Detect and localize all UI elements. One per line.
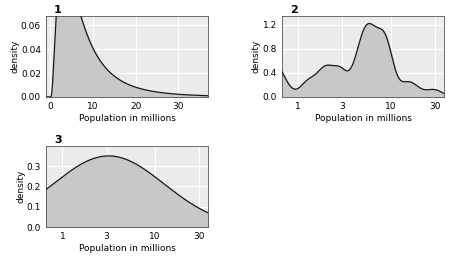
Y-axis label: density: density	[252, 40, 261, 73]
Text: 1: 1	[54, 5, 62, 15]
X-axis label: Population in millions: Population in millions	[79, 114, 175, 123]
Y-axis label: density: density	[11, 40, 19, 73]
Text: 2: 2	[290, 5, 298, 15]
X-axis label: Population in millions: Population in millions	[79, 244, 175, 253]
Y-axis label: density: density	[16, 170, 25, 203]
X-axis label: Population in millions: Population in millions	[315, 114, 411, 123]
Text: 3: 3	[54, 135, 61, 145]
